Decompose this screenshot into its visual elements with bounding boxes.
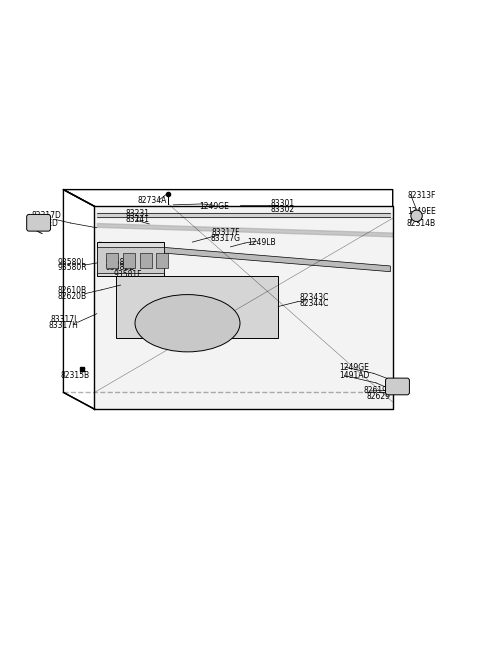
Text: 82317D: 82317D [32,211,61,220]
Text: 93581F: 93581F [114,270,142,279]
Polygon shape [116,276,278,338]
Text: 93580L: 93580L [58,258,86,266]
Ellipse shape [135,295,240,352]
Text: 82315B: 82315B [61,371,90,380]
Text: 82314B: 82314B [407,220,436,228]
Polygon shape [97,247,164,273]
Text: 1249GE: 1249GE [339,363,370,372]
Text: 83301: 83301 [271,199,295,209]
Text: 82734A: 82734A [137,195,167,205]
Text: 82610B: 82610B [58,286,86,295]
Text: 83302: 83302 [271,205,295,214]
FancyBboxPatch shape [27,215,50,231]
Polygon shape [99,242,390,272]
FancyBboxPatch shape [385,378,409,395]
Text: 1249EE: 1249EE [407,207,436,216]
Text: 83317F: 83317F [211,228,240,237]
Text: 82313F: 82313F [407,191,435,200]
Text: 83317G: 83317G [211,234,240,243]
Polygon shape [123,253,135,268]
Polygon shape [140,253,152,268]
Polygon shape [97,242,164,276]
Text: 93582A: 93582A [105,258,134,266]
Text: 83231: 83231 [125,209,149,218]
Text: 82619B: 82619B [364,386,393,396]
Text: 83241: 83241 [125,215,149,224]
Text: 82620B: 82620B [58,292,86,301]
Text: 1249GE: 1249GE [199,202,228,211]
Text: 83317H: 83317H [48,321,78,329]
Polygon shape [95,206,393,409]
Text: 1491AD: 1491AD [339,371,370,380]
Text: 93582B: 93582B [105,263,134,272]
Text: 1249LB: 1249LB [247,237,276,247]
Text: 82344C: 82344C [300,299,329,308]
Text: 82343C: 82343C [300,293,329,302]
Text: 93580R: 93580R [57,263,87,272]
Circle shape [411,210,422,222]
Text: 82629: 82629 [366,392,390,401]
Text: 83317J: 83317J [50,315,77,324]
Polygon shape [156,253,168,268]
Text: 1249ED: 1249ED [28,218,59,228]
Polygon shape [107,253,118,268]
